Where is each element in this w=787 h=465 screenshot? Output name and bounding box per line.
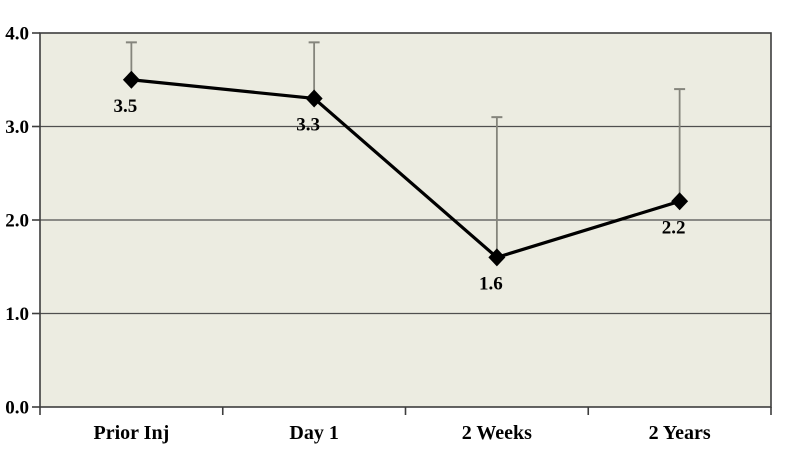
series-line	[131, 78, 681, 260]
x-tick-label: Day 1	[289, 422, 338, 444]
y-tick-label: 1.0	[5, 304, 29, 325]
y-tick-label: 0.0	[5, 398, 29, 419]
data-point-marker	[122, 70, 140, 89]
data-point-marker	[488, 248, 506, 267]
y-tick-label: 3.0	[5, 117, 29, 138]
x-tick-label: Prior Inj	[94, 422, 170, 444]
data-point-label: 1.6	[479, 273, 503, 294]
x-tick-label: 2 Years	[649, 422, 711, 444]
data-point-label: 2.2	[662, 217, 686, 238]
data-point-marker	[305, 89, 323, 108]
data-point-marker	[671, 192, 689, 211]
y-tick-label: 4.0	[5, 24, 29, 45]
x-tick-label: 2 Weeks	[462, 422, 532, 444]
data-point-label: 3.5	[114, 96, 138, 117]
y-tick-label: 2.0	[5, 211, 29, 232]
data-point-label: 3.3	[296, 114, 320, 135]
